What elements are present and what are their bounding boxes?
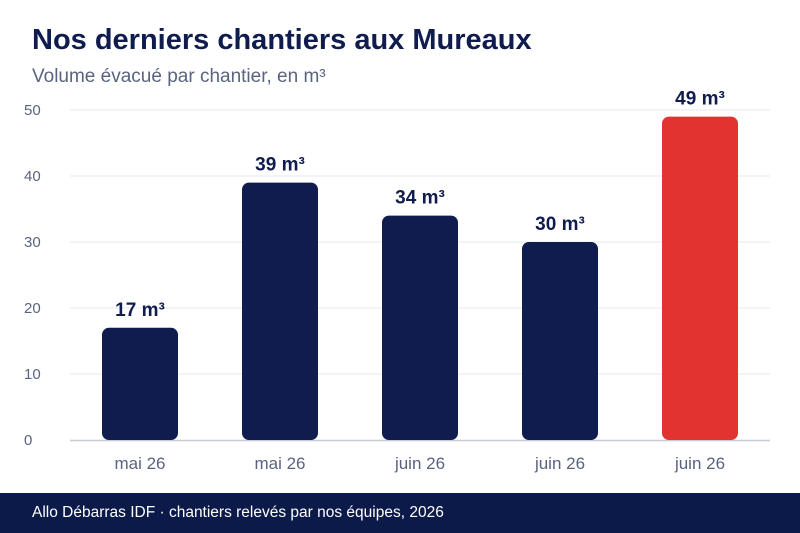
x-tick-label: mai 26 (114, 454, 165, 473)
bar (242, 182, 318, 440)
x-tick-label: juin 26 (674, 454, 725, 473)
bar-value-label: 39 m³ (255, 155, 305, 176)
bar-chart: 0 10 20 30 40 50 17 m³ mai 26 39 m³ mai 26 34 m³ ju… (24, 89, 770, 473)
y-tick-label: 40 (24, 168, 41, 185)
bar (102, 327, 178, 440)
y-tick-label: 0 (24, 432, 32, 449)
x-tick-label: juin 26 (394, 454, 445, 473)
bar-value-label: 30 m³ (535, 214, 585, 235)
chart-subtitle: Volume évacué par chantier, en m³ (32, 66, 326, 87)
bar (382, 215, 458, 440)
bar (662, 116, 738, 440)
y-tick-label: 10 (24, 366, 41, 383)
y-tick-label: 20 (24, 300, 41, 317)
bar-value-label: 49 m³ (675, 89, 725, 110)
bar-value-label: 17 m³ (115, 300, 165, 321)
y-tick-label: 30 (24, 234, 41, 251)
y-tick-label: 50 (24, 102, 41, 119)
footer-bar: Allo Débarras IDF · chantiers relevés pa… (0, 493, 800, 533)
bar (522, 242, 598, 440)
bar-value-label: 34 m³ (395, 188, 445, 209)
x-tick-label: juin 26 (534, 454, 585, 473)
x-tick-label: mai 26 (254, 454, 305, 473)
footer-source: Allo Débarras IDF · chantiers relevés pa… (32, 504, 444, 521)
chart-title: Nos derniers chantiers aux Mureaux (32, 24, 532, 56)
